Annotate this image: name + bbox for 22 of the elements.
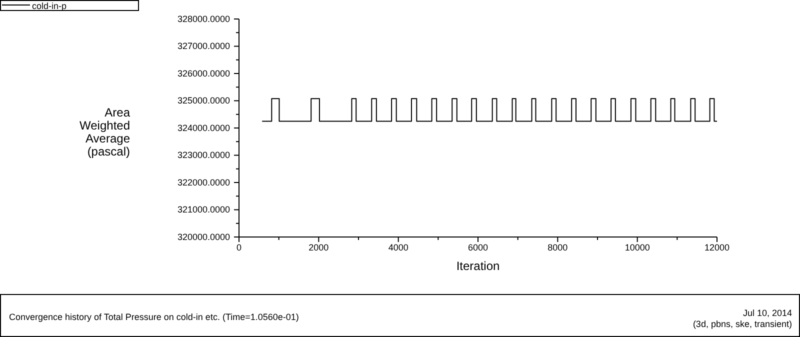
text: Jul 10, 2014 <box>742 308 792 318</box>
y-tick-label: 320000.0000 <box>177 232 230 242</box>
y-tick-label: 323000.0000 <box>177 150 230 160</box>
x-tick-label: 10000 <box>624 242 650 252</box>
y-tick-label: 326000.0000 <box>177 68 230 78</box>
y-tick-label: 325000.0000 <box>177 96 230 106</box>
x-tick-label: 2000 <box>308 242 329 252</box>
x-axis-title: Iteration <box>456 259 500 273</box>
text: (3d, pbns, ske, transient) <box>692 319 792 329</box>
y-tick-label: 322000.0000 <box>177 177 230 188</box>
y-tick-label: 328000.0000 <box>177 14 230 24</box>
x-tick-label: 6000 <box>468 242 488 252</box>
x-tick-label: 0 <box>236 242 242 252</box>
y-tick-label: 324000.0000 <box>177 122 230 133</box>
y-axis-title: Area Weighted Average (pascal) <box>80 106 130 158</box>
x-tick-label: 8000 <box>548 242 568 252</box>
text: Convergence history of Total Pressure on cold-in etc. (Time=1.0560e-01) <box>9 312 299 322</box>
y-tick-label: 321000.0000 <box>177 204 230 215</box>
x-tick-label: 12000 <box>704 242 730 252</box>
legend-label: cold-in-p <box>32 1 67 11</box>
x-tick-label: 4000 <box>388 242 408 252</box>
y-tick-label: 327000.0000 <box>177 41 230 52</box>
